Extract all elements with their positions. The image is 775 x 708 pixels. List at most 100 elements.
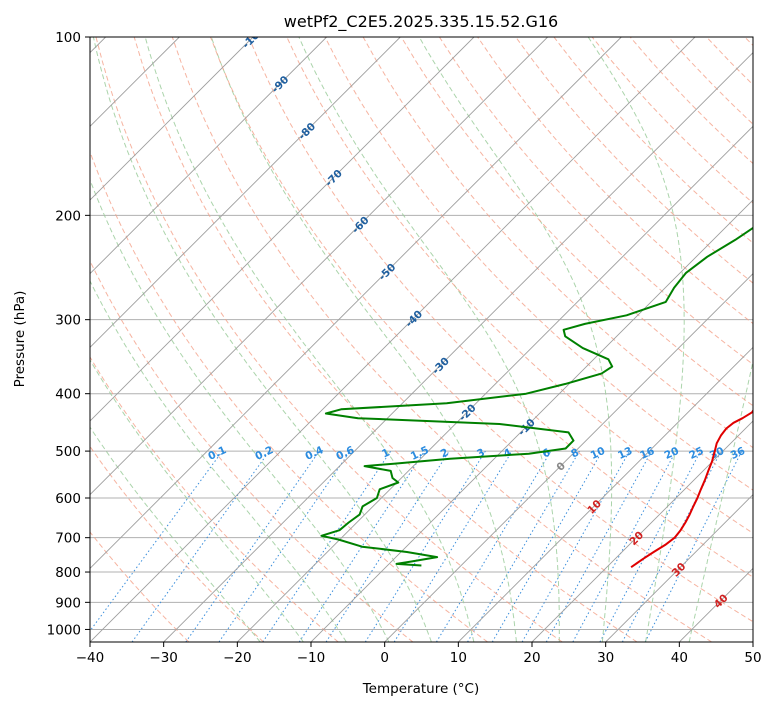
isotherm-label: -40 bbox=[403, 308, 425, 330]
moist-adiabat-line bbox=[90, 358, 304, 642]
moist-adiabat-line bbox=[90, 178, 390, 642]
x-tick-label: 30 bbox=[597, 650, 614, 666]
isotherm-line bbox=[90, 37, 696, 642]
mixing-ratio-line bbox=[325, 450, 450, 642]
dry-adiabat-line bbox=[90, 445, 264, 642]
mixing-ratio-label: 4 bbox=[502, 446, 514, 460]
mixing-ratio-label: 30 bbox=[708, 445, 726, 462]
isotherm-line bbox=[163, 52, 753, 642]
x-tick-label: −40 bbox=[76, 650, 105, 666]
dry-adiabat-line bbox=[171, 37, 712, 642]
isotherm-line bbox=[90, 37, 475, 422]
moist-adiabat-line bbox=[144, 37, 475, 642]
mixing-ratio-label: 3 bbox=[475, 447, 487, 461]
y-tick-label: 700 bbox=[55, 531, 81, 547]
isotherm-line bbox=[679, 567, 753, 642]
x-tick-label: −10 bbox=[297, 650, 326, 666]
dry-adiabat-line bbox=[400, 37, 753, 407]
y-tick-label: 500 bbox=[55, 444, 81, 460]
dry-adiabat-line bbox=[90, 259, 414, 642]
x-axis: −40 −30 −20 −10 0 10 20 30 40 50 bbox=[76, 642, 762, 666]
isotherm-line bbox=[458, 346, 753, 642]
mixing-ratio-line bbox=[572, 450, 677, 642]
moist-adiabat-line bbox=[90, 426, 261, 642]
y-tick-label: 200 bbox=[55, 208, 81, 224]
mixing-ratio-label: 25 bbox=[687, 445, 705, 462]
isotherm-line bbox=[90, 37, 548, 496]
y-tick-label: 100 bbox=[55, 30, 81, 46]
isotherms bbox=[90, 37, 753, 642]
plot-grid bbox=[90, 37, 753, 630]
y-tick-label: 600 bbox=[55, 491, 81, 507]
moist-adiabat-line bbox=[587, 37, 685, 642]
isotherm-label: -50 bbox=[377, 261, 399, 283]
isotherm-label: -100 bbox=[240, 24, 267, 51]
mixing-ratio-label: 0.6 bbox=[334, 444, 356, 463]
mixing-ratio-label: 13 bbox=[616, 445, 634, 462]
isotherm-line bbox=[90, 37, 622, 569]
isotherm-label: 40 bbox=[712, 592, 731, 611]
dry-adiabat-line bbox=[477, 37, 753, 325]
mixing-ratio-label: 0.4 bbox=[303, 444, 325, 463]
x-tick-label: 10 bbox=[450, 650, 467, 666]
moist-adiabat-line bbox=[418, 37, 613, 642]
temperature-profile-line bbox=[630, 409, 753, 569]
mixing-ratio-label: 16 bbox=[638, 445, 656, 462]
dry-adiabat-line bbox=[248, 37, 753, 578]
mixing-ratio-line bbox=[491, 450, 603, 642]
mixing-ratio-label: 10 bbox=[589, 445, 607, 462]
mixing-ratio-label: 20 bbox=[663, 445, 681, 462]
isotherm-line bbox=[310, 199, 753, 642]
mixing-ratio-line bbox=[90, 450, 223, 632]
mixing-ratio-line bbox=[435, 450, 552, 642]
moist-adiabat-line bbox=[210, 37, 517, 642]
x-tick-label: 0 bbox=[380, 650, 389, 666]
chart-title: wetPf2_C2E5.2025.335.15.52.G16 bbox=[284, 12, 558, 32]
dry-adiabat-line bbox=[90, 531, 190, 642]
y-axis: 100 200 300 400 500 600 700 800 900 1000 bbox=[47, 30, 90, 638]
y-tick-label: 900 bbox=[55, 595, 81, 611]
dry-adiabat-line bbox=[324, 37, 753, 491]
dry-adiabats bbox=[90, 37, 753, 642]
isotherm-label: 30 bbox=[670, 561, 689, 580]
isotherm-label: 10 bbox=[585, 498, 604, 517]
dry-adiabat-line bbox=[515, 37, 753, 284]
sounding-series bbox=[320, 226, 753, 569]
mixing-ratio-line bbox=[393, 450, 513, 642]
dry-adiabat-line bbox=[95, 37, 563, 642]
mixing-ratio-line bbox=[364, 450, 486, 642]
dewpoint-profile-line bbox=[320, 226, 753, 567]
mixing-ratio-line bbox=[644, 450, 743, 642]
dry-adiabat-line bbox=[210, 37, 753, 623]
mixing-ratio-label: 2 bbox=[439, 447, 451, 461]
mixing-ratio-line bbox=[599, 450, 701, 642]
dry-adiabat-line bbox=[553, 37, 753, 244]
y-tick-label: 1000 bbox=[47, 622, 81, 638]
x-tick-label: 40 bbox=[671, 650, 688, 666]
isotherm-label: -60 bbox=[350, 214, 372, 236]
mixing-ratio-label: 0.1 bbox=[206, 444, 228, 463]
dry-adiabat-line bbox=[744, 37, 753, 47]
moist-adiabat-line bbox=[298, 37, 560, 642]
mixing-ratio-label: 6 bbox=[541, 447, 553, 461]
moist-adiabat-line bbox=[92, 37, 432, 642]
dry-adiabat-line bbox=[706, 37, 753, 86]
isotherm-label: -20 bbox=[457, 402, 479, 424]
isotherm-line bbox=[605, 494, 753, 642]
moist-adiabats bbox=[90, 37, 753, 642]
isotherm-label: 0 bbox=[554, 460, 568, 474]
y-axis-label: Pressure (hPa) bbox=[12, 291, 28, 388]
moist-adiabat-line bbox=[688, 358, 753, 642]
isotherm-line bbox=[90, 37, 327, 275]
mixing-ratio-line bbox=[521, 450, 630, 642]
y-tick-label: 300 bbox=[55, 313, 81, 329]
mixing-ratio-line bbox=[185, 450, 320, 642]
x-tick-label: 20 bbox=[523, 650, 540, 666]
isotherm-line bbox=[237, 125, 753, 642]
mixing-ratio-label: 36 bbox=[729, 445, 747, 462]
x-tick-label: −20 bbox=[223, 650, 252, 666]
isotherm-label: -90 bbox=[270, 74, 292, 96]
plot-frame bbox=[89, 36, 754, 643]
isotherm-label: 20 bbox=[627, 529, 646, 548]
y-tick-label: 800 bbox=[55, 565, 81, 581]
